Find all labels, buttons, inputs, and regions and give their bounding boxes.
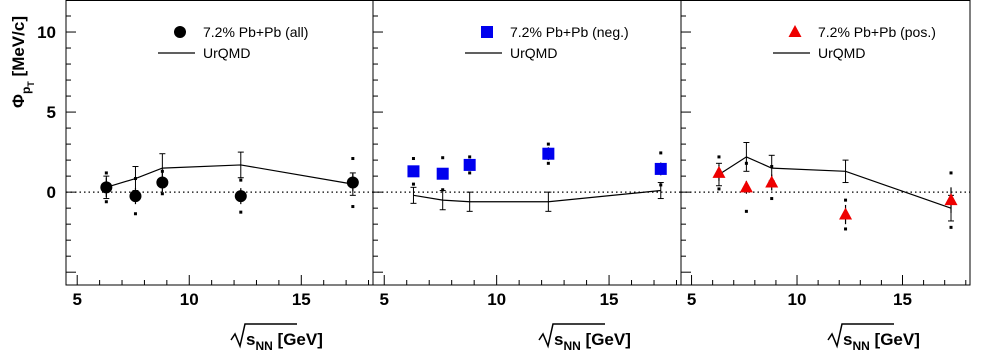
- x-tick-label: 10: [788, 290, 807, 309]
- x-axis-title-text: sNN [GeV]: [843, 330, 920, 353]
- sys-error-mark: [239, 178, 243, 182]
- sys-error-mark: [468, 155, 472, 159]
- x-tick-label: 5: [380, 290, 389, 309]
- sys-error-mark: [659, 183, 663, 187]
- sys-error-mark: [744, 161, 748, 165]
- data-point: [407, 165, 420, 178]
- sys-error-mark: [160, 169, 164, 173]
- legend-label-data: 7.2% Pb+Pb (pos.): [818, 24, 936, 40]
- legend-label-data: 7.2% Pb+Pb (neg.): [510, 24, 629, 40]
- legend-label-urqmd: UrQMD: [203, 45, 250, 61]
- sys-error-mark: [351, 205, 355, 209]
- data-point: [654, 162, 667, 175]
- data-point: [739, 180, 753, 193]
- sqrt-sign: [827, 323, 894, 349]
- panel-neg: 5 10 15 sNN [GeV] 7.2% Pb+Pb (neg.) UrQMD: [372, 0, 682, 353]
- x-tick-label: 10: [180, 290, 199, 309]
- panel-all: 5 10 15 0 5 10 sNN [GeV] 7.2% Pb+Pb (all) UrQMD: [37, 0, 374, 353]
- data-point: [944, 193, 958, 206]
- panel-frame: [65, 0, 374, 286]
- x-tick-label: 15: [600, 290, 619, 309]
- sys-error-mark: [949, 225, 953, 229]
- sqrt-sign: [230, 323, 297, 349]
- x-axis-title: sNN [GeV]: [538, 323, 631, 353]
- y-tick-label: 5: [47, 103, 56, 122]
- sys-error-mark: [468, 171, 472, 175]
- sys-error-mark: [744, 209, 748, 213]
- legend-label-data: 7.2% Pb+Pb (all): [203, 24, 308, 40]
- data-point: [839, 207, 853, 220]
- x-axis-title: sNN [GeV]: [230, 323, 323, 353]
- data-point: [542, 147, 555, 160]
- legend: 7.2% Pb+Pb (pos.) UrQMD: [773, 24, 936, 61]
- sys-error-mark: [133, 212, 137, 216]
- sys-error-mark: [160, 192, 164, 196]
- sys-error-mark: [844, 198, 848, 202]
- panel-frame: [372, 0, 682, 286]
- urqmd-line: [106, 164, 353, 188]
- data-point: [234, 190, 247, 203]
- x-axis-title-text: sNN [GeV]: [246, 330, 323, 353]
- sys-error-mark: [411, 182, 415, 186]
- x-axis-title-text: sNN [GeV]: [554, 330, 631, 353]
- legend-marker: [174, 26, 186, 38]
- data-point: [129, 190, 142, 203]
- sys-error-mark: [717, 155, 721, 159]
- sys-error-mark: [717, 187, 721, 191]
- sys-error-mark: [239, 210, 243, 214]
- x-tick-label: 5: [72, 290, 81, 309]
- sys-error-mark: [770, 165, 774, 169]
- data-point: [463, 158, 476, 171]
- legend-marker: [788, 25, 802, 37]
- legend-label-urqmd: UrQMD: [510, 45, 557, 61]
- sys-error-mark: [441, 188, 445, 192]
- legend: 7.2% Pb+Pb (neg.) UrQMD: [465, 24, 629, 61]
- y-axis-title-text: ΦpT [MeV/c]: [9, 16, 36, 108]
- sys-error-mark: [411, 157, 415, 161]
- x-tick-label: 15: [292, 290, 311, 309]
- data-point: [156, 176, 169, 189]
- panel-frame: [680, 0, 971, 286]
- y-tick-label: 0: [47, 183, 56, 202]
- y-tick-label: 10: [37, 23, 56, 42]
- sys-error-mark: [133, 177, 137, 181]
- sys-error-mark: [546, 142, 550, 146]
- sys-error-mark: [659, 151, 663, 155]
- legend-label-urqmd: UrQMD: [818, 45, 865, 61]
- x-axis-title: sNN [GeV]: [827, 323, 920, 353]
- x-tick-label: 5: [687, 290, 696, 309]
- sys-error-mark: [104, 200, 108, 204]
- sys-error-mark: [351, 157, 355, 161]
- data-point: [100, 181, 113, 194]
- sys-error-mark: [441, 156, 445, 160]
- sys-error-mark: [949, 171, 953, 175]
- x-tick-label: 15: [893, 290, 912, 309]
- data-point: [436, 167, 449, 180]
- sqrt-sign: [538, 323, 605, 349]
- sys-error-mark: [844, 227, 848, 231]
- data-point: [346, 176, 359, 189]
- sys-error-mark: [104, 171, 108, 175]
- legend-marker: [481, 26, 493, 38]
- panel-pos: 5 10 15 sNN [GeV] 7.2% Pb+Pb (pos.) UrQMD: [680, 0, 971, 353]
- sys-error-mark: [546, 161, 550, 165]
- y-axis-title: ΦpT [MeV/c]: [9, 16, 36, 108]
- data-point: [765, 175, 779, 188]
- sys-error-mark: [770, 197, 774, 201]
- data-point: [712, 165, 726, 178]
- legend: 7.2% Pb+Pb (all) UrQMD: [158, 24, 308, 61]
- x-tick-label: 10: [487, 290, 506, 309]
- urqmd-line: [718, 156, 952, 209]
